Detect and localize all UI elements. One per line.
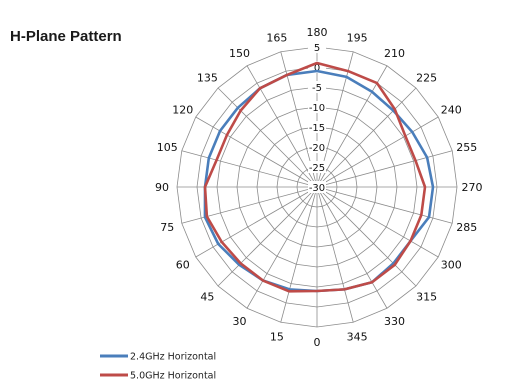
grid-spoke [316,186,388,309]
radial-tick-label: 0 [314,63,320,74]
data-series [203,61,435,293]
angle-tick-label: 45 [200,291,214,304]
grid-spoke [246,65,318,188]
radial-tick-label-bg [308,141,326,153]
grid-spoke [316,65,388,188]
angle-tick-label: 180 [307,26,328,39]
radial-tick-label-bg [308,81,326,93]
angle-tick-label: 270 [462,181,483,194]
radial-tick-label: -20 [309,143,325,154]
radial-tick-label: -30 [309,183,325,194]
grid-spoke [217,87,318,188]
angle-tick-label: 60 [176,259,190,272]
angle-tick-label: 315 [416,291,437,304]
angle-tick-label: 135 [197,71,218,84]
grid-spoke [181,186,318,224]
legend-label: 5.0GHz Horizontal [130,371,216,382]
grid-spoke [195,116,318,188]
grid-spoke [246,186,318,309]
radial-tick-label-bg [308,161,326,173]
angle-tick-labels: 0 15 30 45 60 75 90 105 120 135 150 165 180 195 210 225… [155,26,483,349]
radial-tick-label-bg [308,41,326,53]
grid-spoke [181,150,318,188]
series-line-2 [203,61,427,293]
angle-tick-label: 255 [456,141,477,154]
angle-tick-label: 240 [441,104,462,117]
radial-tick-label: -15 [309,123,325,134]
grid-spoke [217,186,318,287]
angle-tick-label: 120 [172,104,193,117]
chart-title: H-Plane Pattern [10,28,122,45]
angle-tick-label: 15 [270,331,284,344]
angle-tick-label: 165 [266,31,287,44]
angle-tick-label: 150 [229,47,250,60]
angle-tick-label: 225 [416,71,437,84]
radial-tick-label-bg [308,101,326,113]
legend-label: 2.4GHz Horizontal [130,352,216,363]
grid-spoke [195,186,318,258]
angle-tick-label: 90 [155,181,169,194]
angle-tick-label: 0 [314,336,321,349]
radial-tick-label: -5 [312,83,322,94]
angle-tick-label: 30 [233,315,247,328]
radial-tick-labels: 5 0 -5 -10 -15 -20 -25 -30 [308,41,326,194]
grid-spoke [316,186,417,287]
radial-tick-label-bg [308,181,326,193]
grid-spoke [280,186,318,323]
angle-tick-label: 345 [347,331,368,344]
radial-tick-label: 5 [314,43,320,54]
angle-tick-label: 210 [384,47,405,60]
angle-tick-label: 75 [160,221,174,234]
radial-tick-label-bg [308,121,326,133]
grid-spoke [316,186,439,258]
legend: 2.4GHz Horizontal 5.0GHz Horizontal [100,352,216,382]
radial-tick-label: -10 [309,103,325,114]
angle-tick-label: 285 [456,221,477,234]
angle-tick-label: 330 [384,315,405,328]
angle-tick-label: 195 [347,31,368,44]
grid-spoke [316,87,417,188]
grid-spoke [316,150,453,188]
grid-spoke [316,116,439,188]
radial-tick-label: -25 [309,163,325,174]
grid-spoke [316,186,354,323]
angle-tick-label: 105 [157,141,178,154]
angle-tick-label: 300 [441,259,462,272]
